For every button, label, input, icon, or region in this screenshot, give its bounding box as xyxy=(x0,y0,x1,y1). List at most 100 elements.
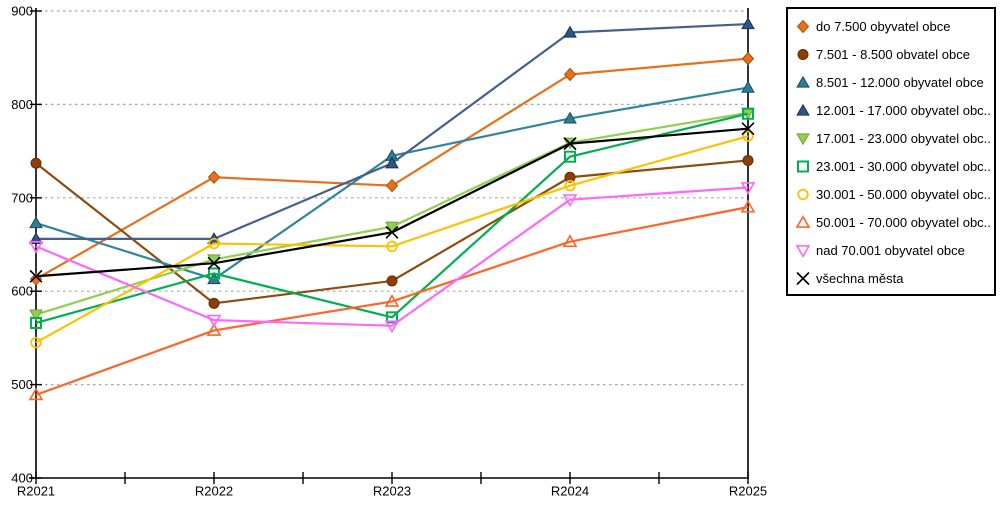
x-icon xyxy=(796,272,810,285)
series-7-501-8-500-obvatel-obce xyxy=(30,154,754,309)
legend-item: 23.001 - 30.000 obyvatel obc... xyxy=(795,153,992,180)
triangle-up-open-marker-icon xyxy=(740,199,756,213)
legend-item-label: 12.001 - 17.000 obyvatel obc... xyxy=(816,103,992,118)
diamond-marker-icon xyxy=(741,51,755,66)
triangle-down-open-marker-icon xyxy=(740,182,756,195)
series-line xyxy=(35,112,749,325)
x-marker-icon xyxy=(563,137,577,150)
x-tick-label: R2021 xyxy=(17,484,55,499)
series-30-001-50-000-obyvatel-obc- xyxy=(30,130,754,349)
legend-item-label: 50.001 - 70.000 obyvatel obc... xyxy=(816,215,992,230)
triangle-up-open-marker-icon xyxy=(795,215,811,228)
x-marker-icon xyxy=(29,269,43,283)
triangle-up-open-marker-icon xyxy=(28,387,44,401)
diamond-marker-icon xyxy=(796,19,810,34)
legend-item-label: 30.001 - 50.000 obyvatel obc... xyxy=(816,187,992,202)
diamond-marker-icon xyxy=(563,67,577,82)
series-nad-70-001-obyvatel-obce xyxy=(28,182,756,334)
triangle-down-open-marker-icon xyxy=(28,240,44,254)
legend-item-label: 7.501 - 8.500 obvatel obce xyxy=(816,47,970,62)
legend-item: 12.001 - 17.000 obyvatel obc... xyxy=(795,97,992,124)
x-marker-icon xyxy=(385,226,399,239)
triangle-up-open-marker-icon xyxy=(562,234,578,248)
legend-item: 8.501 - 12.000 obyvatel obce xyxy=(795,69,992,96)
x-marker-icon xyxy=(741,122,755,135)
circle-marker-icon xyxy=(208,297,220,309)
x-tick-label: R2025 xyxy=(729,484,767,499)
circle-open-marker-icon xyxy=(208,237,220,250)
triangle-up-marker-icon xyxy=(796,75,810,88)
circle-marker-icon xyxy=(386,275,398,287)
series-do-7-500-obyvatel-obce xyxy=(29,51,755,286)
legend-item-label: 8.501 - 12.000 obyvatel obce xyxy=(816,75,984,90)
triangle-up-marker-icon xyxy=(29,216,43,229)
triangle-up-marker-icon xyxy=(29,232,43,244)
legend-item: všechna města xyxy=(795,265,992,292)
triangle-up-marker-icon xyxy=(796,103,810,116)
legend-item-label: 17.001 - 23.000 obyvatel obc... xyxy=(816,131,992,146)
circle-open-marker-icon xyxy=(797,188,809,201)
series-line xyxy=(35,206,749,396)
y-tick-label: 500 xyxy=(11,377,33,392)
legend: do 7.500 obyvatel obce 7.501 - 8.500 obva… xyxy=(786,7,996,296)
series-23-001-30-000-obyvatel-obc- xyxy=(30,107,754,329)
triangle-down-open-marker-icon xyxy=(795,245,811,258)
triangle-up-open-marker-icon xyxy=(384,294,400,307)
triangle-up-open-marker-icon xyxy=(206,323,222,336)
square-open-marker-icon xyxy=(208,267,220,280)
legend-item-label: do 7.500 obyvatel obce xyxy=(816,19,951,34)
triangle-up-marker-icon xyxy=(741,80,755,93)
triangle-up-marker-icon xyxy=(563,111,577,124)
triangle-down-marker-icon xyxy=(385,221,399,234)
series-12-001-17-000-obyvatel-obc- xyxy=(29,17,755,244)
triangle-down-marker-icon xyxy=(29,309,43,322)
square-open-icon xyxy=(797,160,809,173)
series-line xyxy=(35,135,749,344)
square-open-marker-icon xyxy=(742,107,754,120)
series-line xyxy=(35,186,749,327)
legend-item: 30.001 - 50.000 obyvatel obc... xyxy=(795,181,992,208)
triangle-down-open-icon xyxy=(795,245,811,258)
series-50-001-70-000-obyvatel-obc- xyxy=(28,199,756,401)
triangle-up-filled-icon xyxy=(796,103,810,116)
y-tick-label: 600 xyxy=(11,284,33,299)
x-tick-label: R2023 xyxy=(373,484,411,499)
x-tick-label: R2022 xyxy=(195,484,233,499)
triangle-up-open-icon xyxy=(795,215,811,228)
legend-item: 17.001 - 23.000 obyvatel obc... xyxy=(795,125,992,152)
circle-open-marker-icon xyxy=(386,240,398,253)
triangle-up-marker-icon xyxy=(563,25,577,38)
triangle-up-marker-icon xyxy=(741,17,755,30)
legend-item: 50.001 - 70.000 obyvatel obc... xyxy=(795,209,992,236)
triangle-down-marker-icon xyxy=(796,133,810,146)
triangle-down-open-marker-icon xyxy=(384,320,400,334)
circle-open-marker-icon xyxy=(30,336,42,349)
triangle-down-open-marker-icon xyxy=(562,194,578,208)
diamond-filled-icon xyxy=(796,19,810,34)
circle-open-marker-icon xyxy=(564,179,576,192)
y-tick-label: 700 xyxy=(11,190,33,205)
y-tick-label: 800 xyxy=(11,97,33,112)
diamond-marker-icon xyxy=(207,170,221,184)
square-open-marker-icon xyxy=(30,316,42,329)
square-open-marker-icon xyxy=(797,160,809,173)
triangle-down-open-marker-icon xyxy=(206,314,222,328)
legend-item-label: všechna města xyxy=(816,271,904,286)
circle-open-marker-icon xyxy=(742,130,754,142)
y-tick-label: 400 xyxy=(11,471,33,486)
x-marker-icon xyxy=(207,256,221,270)
y-tick-label: 900 xyxy=(11,4,33,19)
circle-marker-icon xyxy=(797,49,809,60)
triangle-down-filled-icon xyxy=(796,133,810,146)
series-v-echna-m-sta xyxy=(29,122,755,283)
legend-item: do 7.500 obyvatel obce xyxy=(795,13,992,40)
square-open-marker-icon xyxy=(386,311,398,324)
legend-item-label: 23.001 - 30.000 obyvatel obc... xyxy=(816,159,992,174)
triangle-up-marker-icon xyxy=(385,156,399,169)
circle-marker-icon xyxy=(742,154,754,166)
diamond-marker-icon xyxy=(385,178,399,193)
circle-filled-icon xyxy=(797,49,809,60)
x-marker-icon xyxy=(796,272,810,285)
